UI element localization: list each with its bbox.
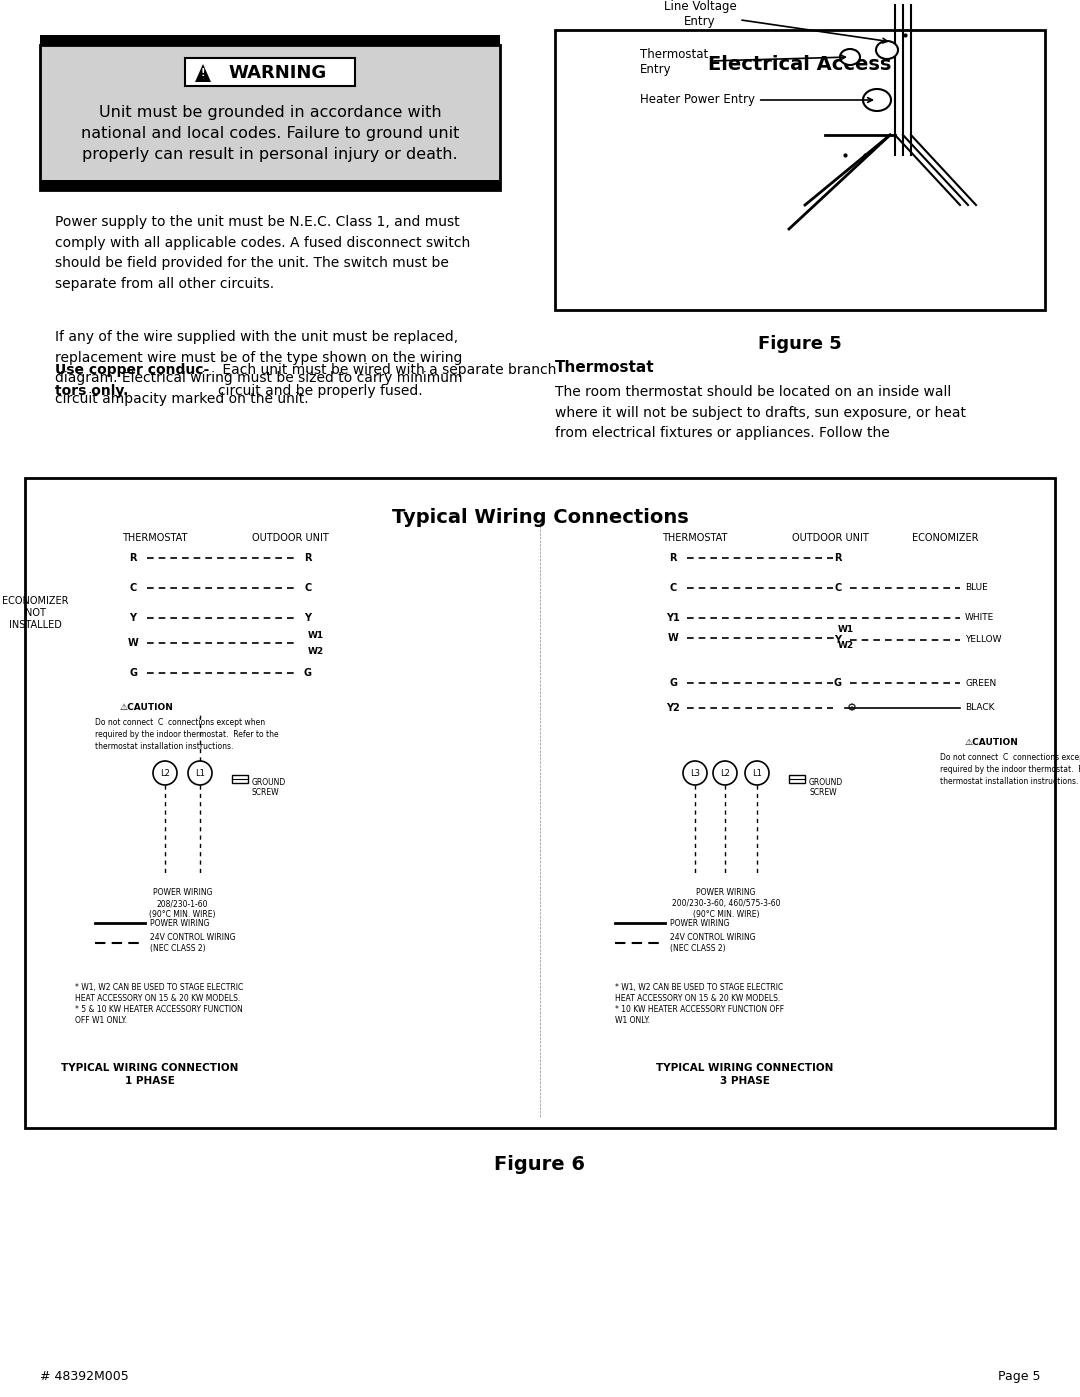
Text: L1: L1 xyxy=(752,768,761,778)
Text: R: R xyxy=(305,553,312,563)
Text: W: W xyxy=(667,633,678,643)
Text: Do not connect  C  connections except when
required by the indoor thermostat.  R: Do not connect C connections except when… xyxy=(95,718,279,750)
Text: L2: L2 xyxy=(720,768,730,778)
Text: The room thermostat should be located on an inside wall
where it will not be sub: The room thermostat should be located on… xyxy=(555,386,966,440)
Circle shape xyxy=(683,761,707,785)
Bar xyxy=(789,775,805,782)
Text: THERMOSTAT: THERMOSTAT xyxy=(122,534,188,543)
Text: Figure 6: Figure 6 xyxy=(495,1155,585,1173)
Text: THERMOSTAT: THERMOSTAT xyxy=(662,534,728,543)
Text: Figure 5: Figure 5 xyxy=(758,335,842,353)
Text: L1: L1 xyxy=(195,768,205,778)
Text: ECONOMIZER: ECONOMIZER xyxy=(912,534,978,543)
Text: TYPICAL WIRING CONNECTION
1 PHASE: TYPICAL WIRING CONNECTION 1 PHASE xyxy=(62,1063,239,1087)
Text: POWER WIRING
208/230-1-60
(90°C MIN. WIRE): POWER WIRING 208/230-1-60 (90°C MIN. WIR… xyxy=(149,888,216,919)
Text: Y1: Y1 xyxy=(666,613,680,623)
Text: Line Voltage
Entry: Line Voltage Entry xyxy=(663,0,888,43)
Circle shape xyxy=(188,761,212,785)
Text: Use copper conduc-
tors only.: Use copper conduc- tors only. xyxy=(55,363,210,398)
Text: * W1, W2 CAN BE USED TO STAGE ELECTRIC
HEAT ACCESSORY ON 15 & 20 KW MODELS.
* 5 : * W1, W2 CAN BE USED TO STAGE ELECTRIC H… xyxy=(75,983,243,1025)
Text: TYPICAL WIRING CONNECTION
3 PHASE: TYPICAL WIRING CONNECTION 3 PHASE xyxy=(657,1063,834,1087)
Text: POWER WIRING
200/230-3-60, 460/575-3-60
(90°C MIN. WIRE): POWER WIRING 200/230-3-60, 460/575-3-60 … xyxy=(672,888,780,919)
Text: If any of the wire supplied with the unit must be replaced,
replacement wire mus: If any of the wire supplied with the uni… xyxy=(55,330,462,405)
Text: W2: W2 xyxy=(308,647,324,655)
Text: 24V CONTROL WIRING
(NEC CLASS 2): 24V CONTROL WIRING (NEC CLASS 2) xyxy=(670,933,756,953)
Text: BLUE: BLUE xyxy=(966,584,988,592)
Text: Unit must be grounded in accordance with
national and local codes. Failure to gr: Unit must be grounded in accordance with… xyxy=(81,105,459,162)
Text: Thermostat
Entry: Thermostat Entry xyxy=(640,47,846,75)
Text: L3: L3 xyxy=(690,768,700,778)
Text: WHITE: WHITE xyxy=(966,613,995,623)
Text: R: R xyxy=(130,553,137,563)
Text: POWER WIRING: POWER WIRING xyxy=(150,918,210,928)
Polygon shape xyxy=(195,64,211,82)
Text: L2: L2 xyxy=(160,768,170,778)
Ellipse shape xyxy=(863,89,891,110)
Text: Y: Y xyxy=(305,613,311,623)
Text: Y: Y xyxy=(130,613,136,623)
Text: G: G xyxy=(303,668,312,678)
Text: OUTDOOR UNIT: OUTDOOR UNIT xyxy=(792,534,868,543)
Circle shape xyxy=(153,761,177,785)
Text: C: C xyxy=(835,583,841,592)
Text: Electrical Access: Electrical Access xyxy=(708,54,892,74)
Text: ⚠CAUTION: ⚠CAUTION xyxy=(966,738,1018,747)
Text: Power supply to the unit must be N.E.C. Class 1, and must
comply with all applic: Power supply to the unit must be N.E.C. … xyxy=(55,215,470,291)
Text: ⚙: ⚙ xyxy=(847,703,858,712)
Circle shape xyxy=(745,761,769,785)
Text: # 48392M005: # 48392M005 xyxy=(40,1370,129,1383)
Text: Heater Power Entry: Heater Power Entry xyxy=(640,94,873,106)
Text: Do not connect  C  connections except when
required by the indoor thermostat.  R: Do not connect C connections except when… xyxy=(940,753,1080,785)
Text: Page 5: Page 5 xyxy=(998,1370,1040,1383)
Text: YELLOW: YELLOW xyxy=(966,636,1001,644)
Bar xyxy=(555,29,1045,310)
Bar xyxy=(25,478,1055,1127)
Text: R: R xyxy=(834,553,841,563)
Circle shape xyxy=(713,761,737,785)
Text: G: G xyxy=(129,668,137,678)
Bar xyxy=(232,775,248,782)
Text: POWER WIRING: POWER WIRING xyxy=(670,918,729,928)
Text: C: C xyxy=(670,583,677,592)
Text: W: W xyxy=(127,638,138,648)
Text: GREEN: GREEN xyxy=(966,679,996,687)
Text: 24V CONTROL WIRING
(NEC CLASS 2): 24V CONTROL WIRING (NEC CLASS 2) xyxy=(150,933,235,953)
Text: W1: W1 xyxy=(308,630,324,640)
Text: G: G xyxy=(834,678,842,687)
Bar xyxy=(40,35,500,45)
Text: * W1, W2 CAN BE USED TO STAGE ELECTRIC
HEAT ACCESSORY ON 15 & 20 KW MODELS.
* 10: * W1, W2 CAN BE USED TO STAGE ELECTRIC H… xyxy=(615,983,784,1025)
Text: W2: W2 xyxy=(838,641,854,651)
Ellipse shape xyxy=(840,49,860,66)
Text: ⚠CAUTION: ⚠CAUTION xyxy=(120,703,174,712)
Text: Y: Y xyxy=(835,636,841,645)
Ellipse shape xyxy=(876,41,897,59)
Text: GROUND
SCREW: GROUND SCREW xyxy=(809,778,843,798)
Bar xyxy=(40,45,500,190)
Text: Typical Wiring Connections: Typical Wiring Connections xyxy=(392,509,688,527)
Text: R: R xyxy=(670,553,677,563)
Text: Y2: Y2 xyxy=(666,703,680,712)
Text: Thermostat: Thermostat xyxy=(555,360,654,374)
Text: OUTDOOR UNIT: OUTDOOR UNIT xyxy=(252,534,328,543)
Text: C: C xyxy=(305,583,312,592)
Text: ECONOMIZER
NOT
INSTALLED: ECONOMIZER NOT INSTALLED xyxy=(2,597,68,630)
Bar xyxy=(185,59,355,87)
Bar xyxy=(40,180,500,190)
Text: WARNING: WARNING xyxy=(229,64,327,82)
Text: W1: W1 xyxy=(838,626,854,634)
Text: G: G xyxy=(669,678,677,687)
Text: GROUND
SCREW: GROUND SCREW xyxy=(252,778,286,798)
Text: C: C xyxy=(130,583,137,592)
Text: BLACK: BLACK xyxy=(966,704,995,712)
Text: Each unit must be wired with a separate branch
circuit and be properly fused.: Each unit must be wired with a separate … xyxy=(218,363,556,398)
Text: !: ! xyxy=(201,68,205,78)
